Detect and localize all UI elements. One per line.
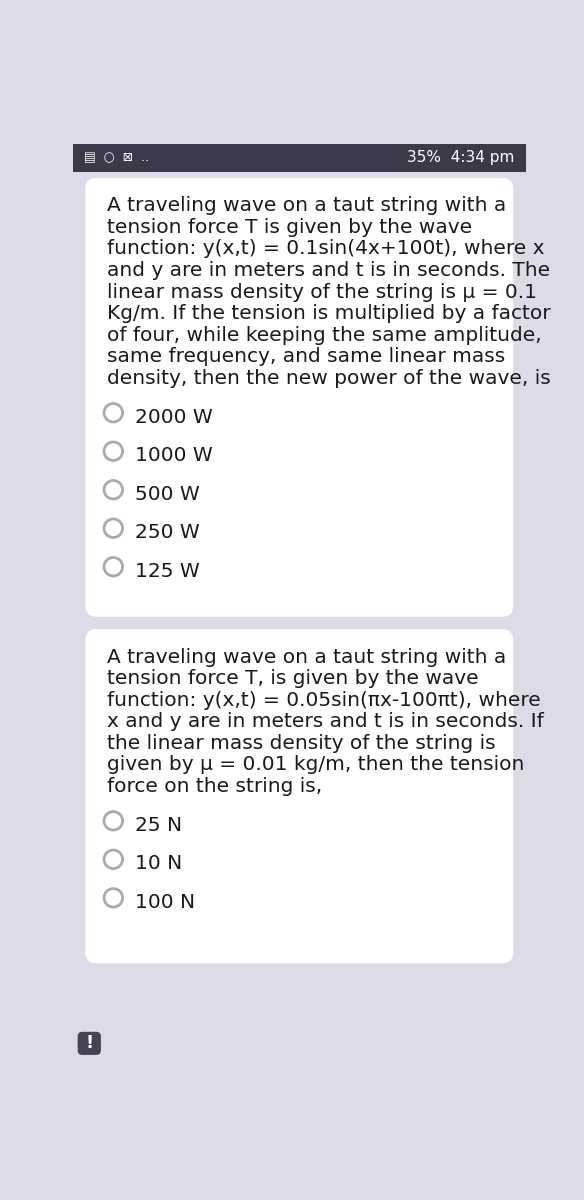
Text: !: ! bbox=[85, 1034, 93, 1052]
Text: x and y are in meters and t is in seconds. If: x and y are in meters and t is in second… bbox=[107, 713, 544, 731]
Text: A traveling wave on a taut string with a: A traveling wave on a taut string with a bbox=[107, 197, 506, 215]
Text: Kg/m. If the tension is multiplied by a factor: Kg/m. If the tension is multiplied by a … bbox=[107, 304, 551, 323]
Text: 250 W: 250 W bbox=[135, 523, 200, 542]
FancyBboxPatch shape bbox=[73, 144, 526, 172]
Text: 100 N: 100 N bbox=[135, 893, 195, 912]
Text: 2000 W: 2000 W bbox=[135, 408, 213, 427]
Text: linear mass density of the string is μ = 0.1: linear mass density of the string is μ =… bbox=[107, 282, 537, 301]
FancyBboxPatch shape bbox=[85, 178, 513, 617]
Text: 125 W: 125 W bbox=[135, 562, 200, 581]
Text: of four, while keeping the same amplitude,: of four, while keeping the same amplitud… bbox=[107, 325, 542, 344]
Text: force on the string is,: force on the string is, bbox=[107, 776, 322, 796]
Text: ▤  ○  ⊠  ..: ▤ ○ ⊠ .. bbox=[84, 151, 149, 164]
Text: tension force T is given by the wave: tension force T is given by the wave bbox=[107, 218, 472, 236]
Text: and y are in meters and t is in seconds. The: and y are in meters and t is in seconds.… bbox=[107, 262, 550, 280]
Text: given by μ = 0.01 kg/m, then the tension: given by μ = 0.01 kg/m, then the tension bbox=[107, 755, 524, 774]
FancyBboxPatch shape bbox=[78, 1032, 101, 1055]
Text: 25 N: 25 N bbox=[135, 816, 182, 835]
Text: density, then the new power of the wave, is: density, then the new power of the wave,… bbox=[107, 368, 551, 388]
Text: same frequency, and same linear mass: same frequency, and same linear mass bbox=[107, 347, 505, 366]
Text: 1000 W: 1000 W bbox=[135, 446, 213, 466]
Text: 35%  4:34 pm: 35% 4:34 pm bbox=[408, 150, 515, 166]
Text: function: y(x,t) = 0.1sin(4x+100t), where x: function: y(x,t) = 0.1sin(4x+100t), wher… bbox=[107, 240, 545, 258]
Text: A traveling wave on a taut string with a: A traveling wave on a taut string with a bbox=[107, 648, 506, 666]
Text: tension force T, is given by the wave: tension force T, is given by the wave bbox=[107, 670, 479, 688]
Text: the linear mass density of the string is: the linear mass density of the string is bbox=[107, 734, 496, 752]
FancyBboxPatch shape bbox=[85, 629, 513, 964]
Text: 10 N: 10 N bbox=[135, 854, 182, 874]
Text: function: y(x,t) = 0.05sin(πx-100πt), where: function: y(x,t) = 0.05sin(πx-100πt), wh… bbox=[107, 691, 541, 709]
Text: 500 W: 500 W bbox=[135, 485, 200, 504]
